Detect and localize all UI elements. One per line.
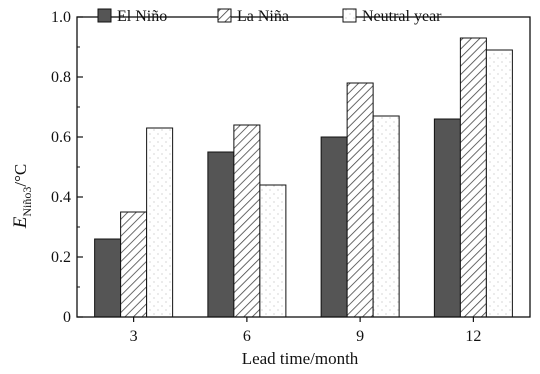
legend: El Niño La Niña Neutral year [97, 8, 442, 25]
ticks-layer: 3 6 9 12 0 0.2 0.4 0.6 0.8 1.0 [51, 9, 481, 345]
bar-dark-gray-12 [433, 118, 461, 318]
y-tick-label: 0.8 [51, 69, 71, 86]
y-tick-label: 0.2 [51, 249, 71, 266]
bar-white-dotted-3 [146, 127, 174, 318]
legend-label: Neutral year [362, 8, 442, 25]
bar-diagonal-hatch-3 [120, 211, 148, 318]
y-tick-label: 1.0 [51, 9, 71, 26]
y-tick-label: 0.6 [51, 129, 71, 146]
bar-diagonal-hatch-12 [459, 37, 487, 318]
bar-dark-gray-9 [320, 136, 348, 318]
y-tick-label: 0 [63, 309, 71, 326]
y-axis-label-main: E [10, 216, 31, 229]
bar-diagonal-hatch-6 [233, 124, 261, 318]
bar-diagonal-hatch-9 [346, 82, 374, 318]
x-tick-label: 6 [243, 328, 251, 345]
bar-white-dotted-12 [485, 49, 513, 318]
x-axis-label: Lead time/month [242, 349, 359, 368]
bar-dark-gray-6 [207, 151, 235, 318]
bars-layer [94, 37, 513, 318]
legend-label: La Niña [237, 8, 289, 25]
bar-white-dotted-9 [372, 115, 400, 318]
y-axis-label-unit: /°C [11, 164, 30, 187]
y-tick-label: 0.4 [51, 189, 71, 206]
legend-label: El Niño [117, 8, 167, 25]
legend-swatch-diagonal-hatch [217, 8, 232, 23]
y-axis-label: ENiño3/°C [10, 164, 34, 229]
bar-dark-gray-3 [94, 238, 122, 318]
legend-swatch-white-dotted [342, 8, 357, 23]
y-axis-label-subscript: Niño3 [20, 187, 34, 217]
legend-swatch-dark-gray [97, 8, 112, 23]
x-tick-label: 3 [130, 328, 138, 345]
x-tick-label: 9 [356, 328, 364, 345]
x-tick-label: 12 [465, 328, 481, 345]
bar-white-dotted-6 [259, 184, 287, 318]
